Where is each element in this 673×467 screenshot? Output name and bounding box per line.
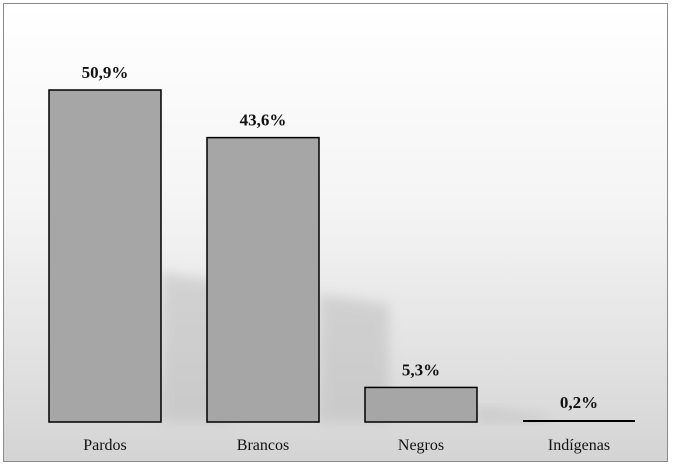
value-label-negros: 5,3%: [402, 360, 440, 379]
bar-brancos: [206, 136, 320, 423]
category-label-pardos: Pardos: [83, 437, 127, 454]
bar-indigenas: [523, 420, 635, 422]
value-label-pardos: 50,9%: [82, 63, 129, 82]
category-label-indigenas: Indígenas: [548, 437, 610, 454]
value-label-brancos: 43,6%: [240, 111, 287, 130]
bars-group: [48, 89, 635, 423]
bar-negros: [364, 386, 478, 423]
bar-shadow-negros: [477, 406, 547, 422]
category-labels-group: Pardos Brancos Negros Indígenas: [83, 437, 610, 454]
value-label-indigenas: 0,2%: [560, 393, 598, 412]
category-label-negros: Negros: [398, 437, 444, 454]
category-label-brancos: Brancos: [237, 437, 289, 454]
bar-pardos: [48, 89, 162, 423]
bar-chart: 50,9% 43,6% 5,3% 0,2% Pardos Brancos Negros In…: [4, 4, 667, 461]
value-labels-group: 50,9% 43,6% 5,3% 0,2%: [82, 63, 599, 412]
chart-frame: 50,9% 43,6% 5,3% 0,2% Pardos Brancos Negros In…: [3, 3, 668, 462]
